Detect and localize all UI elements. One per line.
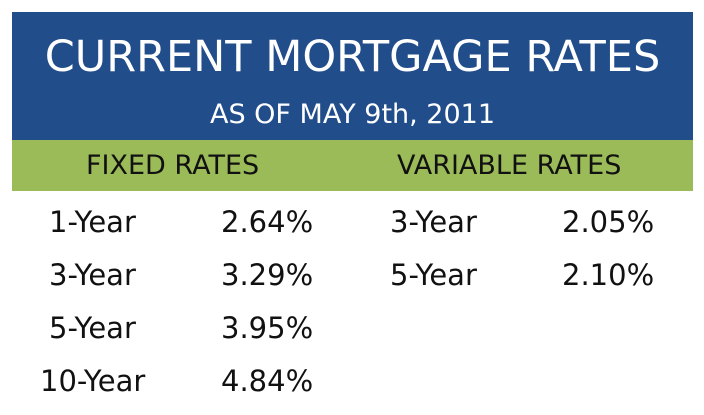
fixed-rate-term: 10-Year bbox=[40, 364, 146, 398]
fixed-rate-term: 5-Year bbox=[49, 311, 136, 345]
page-title: CURRENT MORTGAGE RATES bbox=[44, 32, 661, 82]
fixed-rate-term: 1-Year bbox=[49, 205, 136, 239]
fixed-rate-term: 3-Year bbox=[49, 258, 136, 292]
fixed-rate-value: 2.64% bbox=[221, 205, 314, 239]
fixed-rates-heading: FIXED RATES bbox=[86, 150, 260, 181]
fixed-rate-value: 3.29% bbox=[221, 258, 314, 292]
fixed-rate-value: 3.95% bbox=[221, 311, 314, 345]
section-header-band: FIXED RATES VARIABLE RATES bbox=[12, 140, 693, 191]
variable-rate-term: 5-Year bbox=[390, 258, 477, 292]
variable-rate-term: 3-Year bbox=[390, 205, 477, 239]
fixed-rate-value: 4.84% bbox=[221, 364, 314, 398]
title-banner: CURRENT MORTGAGE RATES AS OF MAY 9th, 20… bbox=[12, 12, 693, 140]
variable-rate-value: 2.10% bbox=[562, 258, 655, 292]
page-subtitle: AS OF MAY 9th, 2011 bbox=[209, 99, 496, 130]
variable-rate-value: 2.05% bbox=[562, 205, 655, 239]
variable-rates-heading: VARIABLE RATES bbox=[397, 150, 622, 181]
